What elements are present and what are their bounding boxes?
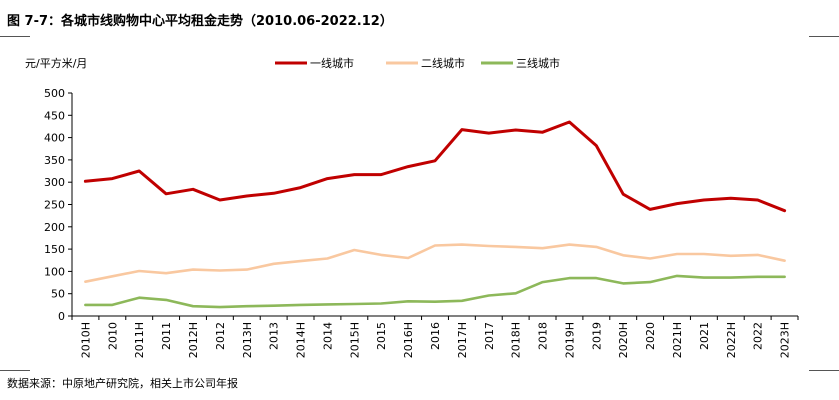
- series-line-3: [84, 274, 786, 309]
- x-tick-label: 2019H: [563, 322, 576, 358]
- x-tick-label: 2016: [429, 322, 442, 350]
- x-tick-label: 2016H: [402, 322, 415, 358]
- top-rule-left: [0, 36, 30, 37]
- y-axis-label: 元/平方米/月: [25, 56, 87, 70]
- x-tick-label: 2017H: [456, 322, 469, 358]
- x-axis: 2010H 2010 2011H 2011 2012H 2012 2013H 2013 2014…: [71, 315, 799, 358]
- x-tick-label: 2014: [321, 322, 334, 350]
- x-tick-label: 2010: [106, 322, 119, 350]
- y-tick-label: 150: [44, 243, 65, 256]
- x-tick-label: 2015H: [348, 322, 361, 358]
- x-tick-label: 2013: [268, 322, 281, 350]
- x-tick-label: 2021H: [671, 322, 684, 358]
- source-note: 数据来源：中原地产研究院，相关上市公司年报: [7, 377, 238, 390]
- x-tick-label: 2012: [214, 322, 227, 350]
- y-tick-label: 100: [44, 265, 65, 278]
- legend-label-2: 二线城市: [421, 56, 465, 70]
- x-tick-label: 2010H: [79, 322, 92, 358]
- legend-label-3: 三线城市: [516, 56, 560, 70]
- x-tick-label: 2022: [752, 322, 765, 350]
- series-group: [83, 120, 787, 309]
- y-tick-label: 450: [44, 109, 65, 122]
- bottom-rule-left: [0, 370, 30, 371]
- x-tick-label: 2014H: [295, 322, 308, 358]
- x-tick-label: 2020H: [617, 322, 630, 358]
- x-tick-label: 2020: [644, 322, 657, 350]
- x-tick-label: 2023H: [779, 322, 792, 358]
- y-tick-label: 200: [44, 221, 65, 234]
- x-tick-label: 2012H: [187, 322, 200, 358]
- series-line-1: [83, 120, 787, 213]
- y-tick-label: 350: [44, 154, 65, 167]
- x-tick-label: 2011H: [133, 322, 146, 358]
- top-rule-right: [809, 36, 839, 37]
- bottom-rule-right: [809, 370, 839, 371]
- line-chart: 元/平方米/月 一线城市 二线城市 三线城市 0 50 100 150 200 250 300 3…: [25, 56, 799, 358]
- x-tick-label: 2013H: [241, 322, 254, 358]
- x-tick-label: 2017: [483, 322, 496, 350]
- x-tick-label: 2011: [160, 322, 173, 350]
- x-tick-label: 2022H: [725, 322, 738, 358]
- x-tick-label: 2018: [537, 322, 550, 350]
- y-tick-label: 400: [44, 132, 65, 145]
- x-tick-label: 2015: [375, 322, 388, 350]
- y-tick-label: 250: [44, 199, 65, 212]
- y-axis: 0 50 100 150 200 250 300 350 400 450 500: [44, 87, 73, 323]
- y-tick-label: 50: [51, 288, 65, 301]
- y-tick-label: 500: [44, 87, 65, 100]
- legend: 一线城市 二线城市 三线城市: [275, 56, 560, 70]
- y-tick-label: 0: [58, 310, 65, 323]
- figure-title: 图 7-7：各城市线购物中心平均租金走势（2010.06-2022.12）: [7, 14, 393, 29]
- y-tick-label: 300: [44, 176, 65, 189]
- x-tick-label: 2018H: [510, 322, 523, 358]
- legend-label-1: 一线城市: [310, 56, 354, 70]
- x-tick-label: 2019: [590, 322, 603, 350]
- x-tick-label: 2021: [698, 322, 711, 350]
